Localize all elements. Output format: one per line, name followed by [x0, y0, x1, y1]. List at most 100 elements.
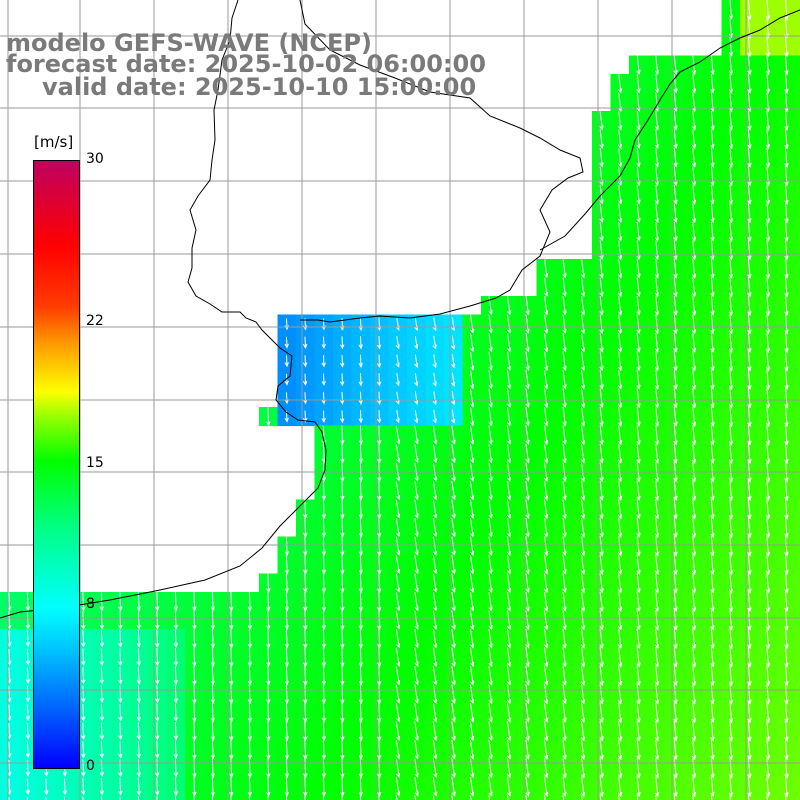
wind-arrow	[210, 665, 215, 686]
wind-arrow	[562, 332, 567, 353]
wind-arrow	[395, 721, 401, 742]
wind-arrow	[488, 370, 493, 390]
wind-arrow	[580, 517, 586, 538]
wind-arrow	[784, 720, 789, 742]
wind-arrow	[451, 391, 456, 406]
wind-arrow	[506, 628, 512, 649]
wind-arrow	[451, 739, 456, 760]
wind-arrow	[543, 277, 549, 297]
wind-arrow	[414, 391, 419, 405]
wind-arrow	[451, 481, 456, 501]
wind-arrow	[636, 573, 641, 594]
wind-arrow	[765, 702, 771, 724]
wind-arrow	[784, 350, 789, 372]
wind-arrow	[284, 536, 289, 557]
wind-arrow	[710, 73, 715, 94]
wind-speed-cell	[795, 777, 800, 797]
wind-arrow	[230, 795, 232, 800]
wind-arrow	[229, 739, 234, 760]
wind-arrow	[617, 702, 623, 724]
wind-arrow	[617, 739, 623, 761]
wind-arrow	[636, 406, 641, 427]
wind-arrow	[784, 166, 789, 187]
wind-arrow	[302, 355, 308, 368]
wind-arrow	[155, 722, 160, 741]
wind-arrow	[266, 665, 271, 686]
wind-arrow	[488, 758, 493, 779]
wind-arrow	[377, 702, 382, 723]
wind-arrow	[377, 610, 382, 631]
wind-arrow	[339, 354, 345, 368]
wind-arrow	[321, 517, 326, 538]
wind-arrow	[358, 758, 363, 779]
wind-speed-cell	[37, 795, 57, 800]
wind-arrow	[728, 572, 734, 594]
wind-speed-cell	[370, 795, 390, 800]
wind-arrow	[728, 110, 734, 131]
wind-speed-cell	[795, 111, 800, 131]
wind-arrow	[358, 665, 363, 686]
wind-arrow	[617, 665, 623, 686]
wind-arrow	[136, 666, 141, 685]
wind-arrow	[395, 536, 401, 556]
colorbar-tick-label: 8	[86, 596, 95, 613]
wind-arrow	[525, 499, 530, 520]
wind-arrow	[710, 517, 715, 539]
wind-arrow	[654, 646, 660, 668]
wind-arrow	[284, 573, 289, 594]
wind-arrow	[636, 480, 641, 501]
wind-arrow	[617, 148, 623, 168]
wind-arrow	[710, 739, 715, 761]
wind-arrow	[488, 351, 493, 371]
wind-arrow	[710, 221, 715, 242]
wind-speed-cell	[795, 296, 800, 316]
wind-arrow	[784, 554, 789, 576]
wind-arrow	[784, 517, 789, 539]
wind-arrow	[710, 184, 715, 205]
wind-arrow	[562, 591, 567, 612]
wind-arrow	[784, 36, 789, 58]
wind-arrow	[99, 610, 104, 630]
wind-arrow	[562, 259, 567, 279]
wind-arrow	[784, 129, 789, 150]
wind-arrow	[617, 369, 623, 390]
wind-arrow	[432, 391, 437, 406]
wind-arrow	[173, 703, 178, 723]
wind-speed-cell	[795, 333, 800, 353]
wind-arrow	[192, 647, 197, 668]
wind-arrow	[617, 388, 623, 409]
wind-arrow	[266, 758, 271, 779]
wind-arrow	[488, 739, 493, 760]
wind-arrow	[562, 573, 567, 594]
wind-speed-cell	[795, 37, 800, 57]
wind-speed-cell	[92, 795, 112, 800]
wind-arrow	[488, 665, 493, 686]
wind-arrow	[192, 758, 197, 779]
wind-arrow	[340, 499, 345, 520]
wind-arrow	[100, 796, 103, 800]
wind-arrow	[691, 572, 697, 594]
wind-arrow	[432, 758, 438, 779]
wind-arrow	[599, 129, 604, 150]
wind-arrow	[359, 795, 362, 800]
wind-arrow	[543, 739, 549, 760]
wind-arrow	[506, 425, 512, 446]
wind-arrow	[266, 647, 271, 668]
wind-arrow	[192, 702, 197, 723]
wind-arrow	[747, 757, 752, 779]
wind-arrow	[469, 407, 475, 427]
wind-arrow	[25, 667, 30, 685]
wind-arrow	[691, 73, 697, 94]
wind-arrow	[691, 221, 697, 242]
wind-arrow	[432, 776, 438, 797]
wind-arrow	[395, 629, 401, 649]
wind-arrow	[525, 517, 530, 538]
wind-arrow	[562, 369, 567, 390]
wind-arrow	[765, 313, 771, 335]
wind-arrow	[691, 277, 697, 298]
wind-arrow	[284, 739, 289, 760]
wind-arrow	[710, 425, 715, 446]
wind-arrow	[303, 499, 308, 520]
wind-arrow	[710, 720, 715, 742]
wind-arrow	[747, 424, 752, 446]
